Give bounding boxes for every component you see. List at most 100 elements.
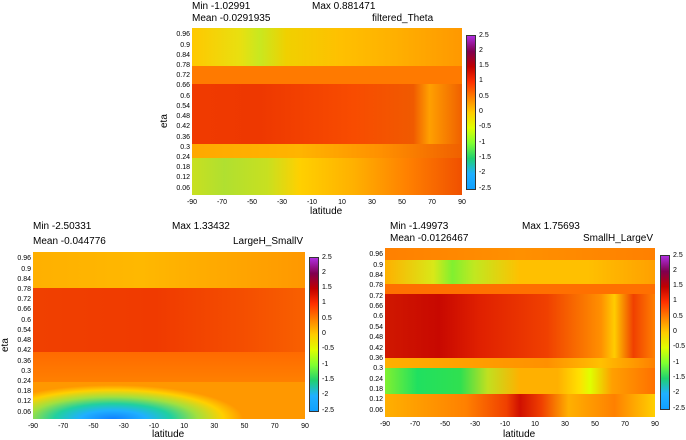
y-tick-label: 0.48: [176, 113, 190, 121]
colorbar-tick-label: 0.5: [322, 314, 332, 322]
x-tick-label: -30: [118, 423, 129, 430]
heatmap-plot-area: [385, 248, 655, 417]
y-tick-label: 0.42: [369, 344, 383, 352]
y-tick-label: 0.6: [373, 313, 383, 321]
x-tick-label: -30: [276, 199, 288, 206]
y-tick-label: 0.84: [17, 275, 31, 283]
y-tick-label: 0.72: [17, 296, 31, 304]
colorbar-tick-label: 2.5: [322, 253, 332, 261]
x-tick-label: -70: [58, 423, 69, 430]
stat-max: Max 0.881471: [312, 1, 376, 12]
y-tick-label: 0.12: [17, 398, 31, 406]
y-tick-label: 0.06: [369, 406, 383, 414]
colorbar-tick-label: 2: [322, 268, 326, 276]
x-axis-label: latitude: [152, 429, 185, 440]
colorbar-tick-label: 1: [673, 297, 677, 305]
heatmap-plot-area: [33, 252, 305, 419]
colorbar-tick-label: -1: [479, 138, 486, 146]
y-tick-label: 0.84: [176, 51, 190, 59]
y-tick-label: 0.96: [17, 255, 31, 263]
colorbar-tick-label: -0.5: [479, 123, 492, 131]
y-tick-label: 0.9: [180, 41, 190, 49]
colorbar-tick-label: -1: [322, 360, 329, 368]
x-tick-label: 70: [270, 423, 279, 430]
x-tick-label: -30: [469, 421, 481, 428]
colorbar-tick-label: 1.5: [673, 282, 683, 290]
stat-min: Min -1.02991: [192, 1, 251, 12]
colorbar-tick-label: -1.5: [479, 153, 492, 161]
x-tick-label: -50: [246, 199, 258, 206]
x-tick-label: -10: [148, 423, 159, 430]
x-tick-label: 70: [428, 199, 436, 206]
colorbar-tick-label: 1.5: [479, 62, 489, 70]
colorbar-tick-label: 0.5: [673, 312, 683, 320]
heatmap-plot-area: [192, 28, 462, 195]
y-tick-label: 0.06: [176, 184, 190, 192]
colorbar-tick-label: 2: [479, 46, 483, 54]
y-tick-label: 0.24: [17, 378, 31, 385]
field-title: filtered_Theta: [372, 13, 434, 24]
y-tick-label: 0.42: [176, 123, 190, 131]
colorbar-tick-label: -2: [479, 169, 486, 177]
x-tick-label: 30: [210, 423, 219, 430]
y-tick-label: 0.3: [180, 143, 190, 151]
x-tick-label: 50: [591, 421, 599, 428]
colorbar-tick-label: 0: [322, 330, 326, 337]
colorbar-tick-label: 1.5: [322, 284, 332, 292]
x-tick-label: 90: [301, 423, 309, 430]
y-tick-label: 0.18: [176, 164, 190, 172]
y-tick-label: 0.3: [21, 367, 31, 375]
field-title: SmallH_LargeV: [583, 233, 654, 244]
y-tick-label: 0.54: [176, 102, 190, 110]
colorbar-tick-label: -1.5: [322, 375, 335, 383]
colorbar-tick-label: -2: [673, 389, 680, 397]
stat-mean: Mean -0.0291935: [192, 13, 271, 24]
y-tick-label: 0.84: [369, 272, 383, 280]
colorbar-tick-label: 2.5: [673, 251, 683, 259]
x-tick-label: 10: [338, 199, 346, 206]
x-tick-label: 90: [651, 421, 659, 428]
y-tick-label: 0.96: [176, 31, 190, 39]
stat-mean: Mean -0.0126467: [390, 233, 469, 244]
y-tick-label: 0.54: [369, 323, 383, 331]
y-tick-label: 0.6: [180, 92, 190, 100]
colorbar-tick-label: -2: [322, 391, 329, 399]
colorbar-tick-label: -2.5: [322, 406, 335, 414]
colorbar: [309, 257, 319, 412]
y-tick-label: 0.48: [369, 334, 383, 342]
colorbar-tick-label: -2.5: [479, 184, 492, 192]
y-tick-label: 0.24: [176, 154, 190, 161]
y-tick-label: 0.78: [369, 282, 383, 290]
y-tick-label: 0.36: [369, 354, 383, 362]
colorbar: [660, 255, 670, 410]
x-tick-label: -10: [306, 199, 318, 206]
y-tick-label: 0.96: [369, 251, 383, 259]
y-tick-label: 0.78: [17, 285, 31, 293]
stat-max: Max 1.75693: [522, 221, 580, 232]
y-tick-label: 0.12: [176, 174, 190, 182]
x-tick-label: 10: [180, 423, 188, 430]
y-tick-label: 0.54: [17, 326, 31, 334]
colorbar: [466, 35, 476, 190]
y-tick-label: 0.48: [17, 337, 31, 345]
colorbar-tick-label: -1: [673, 358, 680, 366]
y-tick-label: 0.24: [369, 375, 383, 383]
y-tick-label: 0.66: [369, 303, 383, 311]
x-tick-label: -10: [499, 421, 511, 428]
x-axis-label: latitude: [503, 429, 536, 440]
x-tick-label: -90: [186, 199, 198, 206]
y-tick-label: 0.72: [176, 72, 190, 80]
colorbar-tick-label: 2: [673, 266, 677, 274]
y-tick-label: 0.66: [17, 306, 31, 314]
colorbar-tick-label: -0.5: [322, 345, 335, 353]
y-tick-label: 0.12: [369, 396, 383, 404]
colorbar-tick-label: 0.5: [479, 92, 489, 100]
y-tick-label: 0.42: [17, 347, 31, 355]
x-tick-label: 30: [561, 421, 569, 428]
y-tick-label: 0.06: [17, 408, 31, 416]
y-tick-label: 0.6: [21, 316, 31, 324]
stat-min: Min -1.49973: [390, 221, 449, 232]
x-tick-label: -50: [439, 421, 451, 428]
field-title: LargeH_SmallV: [233, 236, 304, 247]
colorbar-tick-label: -1.5: [673, 373, 686, 381]
